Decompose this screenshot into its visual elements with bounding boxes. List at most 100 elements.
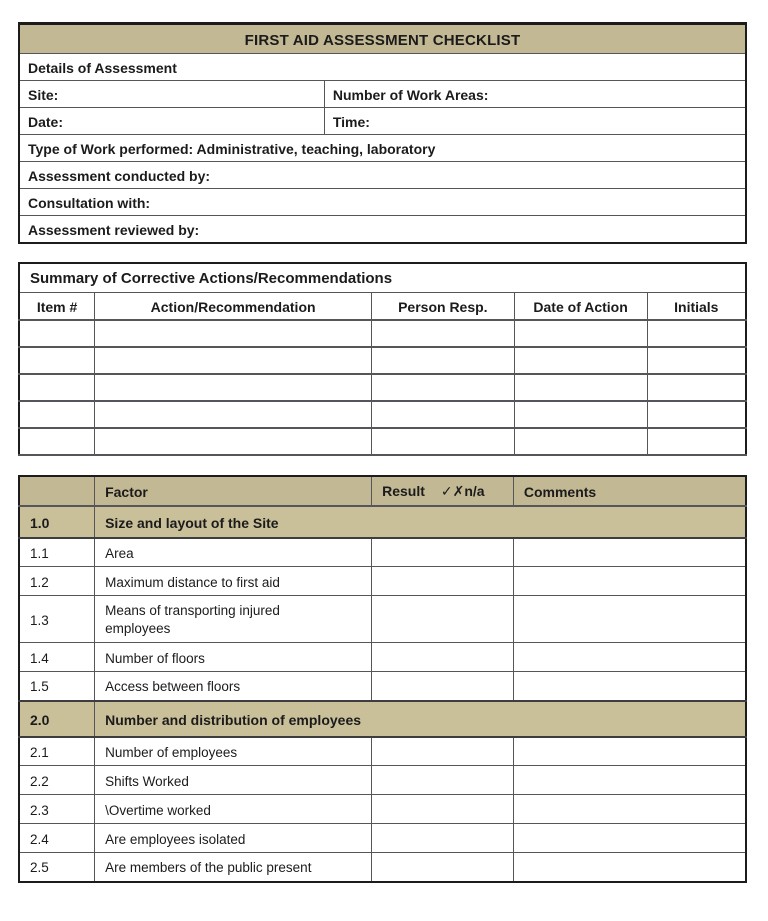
result-cell (371, 823, 514, 853)
comments-cell (512, 642, 747, 672)
date-label: Date: (18, 107, 325, 135)
comments-cell (512, 595, 747, 643)
comments-cell (512, 537, 747, 567)
reviewed-by-row: Assessment reviewed by: (18, 215, 747, 243)
comments-cell (512, 736, 747, 766)
summary-cell (94, 318, 373, 348)
checklist-row-1-4: 1.4 Number of floors (18, 642, 747, 672)
summary-cell (513, 372, 648, 402)
summary-cell (371, 372, 515, 402)
item-num: 2.4 (18, 823, 96, 853)
summary-col-date: Date of Action (513, 292, 648, 321)
summary-cell (513, 318, 648, 348)
result-cell (371, 537, 514, 567)
item-num: 2.2 (18, 765, 96, 795)
section-num: 2.0 (18, 699, 96, 738)
comments-cell (512, 566, 747, 596)
item-num: 2.3 (18, 794, 96, 824)
item-num: 1.2 (18, 566, 96, 596)
section-title: Number and distribution of employees (94, 699, 747, 738)
item-factor: Means of transporting injured employees (94, 595, 373, 643)
result-cell (371, 566, 514, 596)
title-row: FIRST AID ASSESSMENT CHECKLIST (18, 23, 747, 54)
summary-cell (646, 426, 747, 456)
checklist-table: Factor Result ✓✗n/a Comments 1.0 Size and… (18, 474, 747, 883)
item-num: 1.3 (18, 595, 96, 643)
summary-cell (513, 426, 648, 456)
item-factor: Number of floors (94, 642, 373, 672)
item-factor: \Overtime worked (94, 794, 373, 824)
result-cell (371, 595, 514, 643)
consultation-row: Consultation with: (18, 188, 747, 216)
checklist-row-1-1: 1.1 Area (18, 537, 747, 567)
conducted-by-label: Assessment conducted by: (18, 161, 747, 189)
checklist-row-1-2: 1.2 Maximum distance to first aid (18, 566, 747, 596)
time-label: Time: (323, 107, 747, 135)
result-cell (371, 736, 514, 766)
checklist-row-1-5: 1.5 Access between floors (18, 671, 747, 701)
site-label: Site: (18, 80, 325, 108)
checklist-row-2-5: 2.5 Are members of the public present (18, 852, 747, 882)
summary-col-person: Person Resp. (371, 292, 515, 321)
summary-empty-row (18, 426, 747, 456)
comments-header: Comments (512, 475, 747, 507)
details-section-row: Details of Assessment (18, 53, 747, 81)
result-header-label: Result (382, 483, 425, 499)
comments-cell (512, 852, 747, 882)
summary-cell (18, 345, 96, 375)
comments-cell (512, 671, 747, 701)
summary-col-action: Action/Recommendation (94, 292, 373, 321)
checklist-row-2-1: 2.1 Number of employees (18, 736, 747, 766)
section-row-1: 1.0 Size and layout of the Site (18, 504, 747, 539)
item-num: 1.5 (18, 671, 96, 701)
summary-empty-row (18, 318, 747, 348)
summary-empty-row (18, 399, 747, 429)
conducted-by-row: Assessment conducted by: (18, 161, 747, 189)
item-factor: Are employees isolated (94, 823, 373, 853)
date-row: Date: Time: (18, 107, 747, 135)
summary-cell (371, 318, 515, 348)
summary-cell (94, 372, 373, 402)
checklist-row-2-4: 2.4 Are employees isolated (18, 823, 747, 853)
item-num: 1.4 (18, 642, 96, 672)
details-section-label: Details of Assessment (18, 53, 747, 81)
work-areas-label: Number of Work Areas: (323, 80, 747, 108)
summary-cell (18, 318, 96, 348)
item-num: 2.5 (18, 852, 96, 882)
form-title: FIRST AID ASSESSMENT CHECKLIST (18, 23, 747, 54)
details-table: FIRST AID ASSESSMENT CHECKLIST Details o… (18, 22, 747, 244)
summary-header-row: Item # Action/Recommendation Person Resp… (18, 292, 747, 321)
summary-cell (371, 345, 515, 375)
summary-col-initials: Initials (646, 292, 747, 321)
summary-cell (513, 399, 648, 429)
result-cell (371, 642, 514, 672)
item-factor: Access between floors (94, 671, 373, 701)
result-cell (371, 852, 514, 882)
checklist-row-2-2: 2.2 Shifts Worked (18, 765, 747, 795)
result-cell (371, 765, 514, 795)
item-num: 1.1 (18, 537, 96, 567)
summary-cell (513, 345, 648, 375)
section-num: 1.0 (18, 504, 96, 539)
checklist-num-header (18, 475, 96, 507)
item-factor: Maximum distance to first aid (94, 566, 373, 596)
summary-cell (18, 372, 96, 402)
item-factor: Area (94, 537, 373, 567)
summary-cell (646, 345, 747, 375)
item-factor: Shifts Worked (94, 765, 373, 795)
summary-table: Summary of Corrective Actions/Recommenda… (18, 261, 747, 456)
type-of-work-label: Type of Work performed: Administrative, … (18, 134, 747, 162)
summary-col-item: Item # (18, 292, 96, 321)
summary-empty-row (18, 345, 747, 375)
summary-cell (94, 345, 373, 375)
type-of-work-row: Type of Work performed: Administrative, … (18, 134, 747, 162)
summary-cell (94, 399, 373, 429)
summary-cell (18, 399, 96, 429)
checklist-header-row: Factor Result ✓✗n/a Comments (18, 475, 747, 507)
summary-cell (646, 318, 747, 348)
summary-cell (371, 399, 515, 429)
summary-title: Summary of Corrective Actions/Recommenda… (18, 262, 747, 293)
summary-cell (371, 426, 515, 456)
item-factor-text: Means of transporting injured employees (105, 602, 280, 636)
summary-cell (646, 399, 747, 429)
